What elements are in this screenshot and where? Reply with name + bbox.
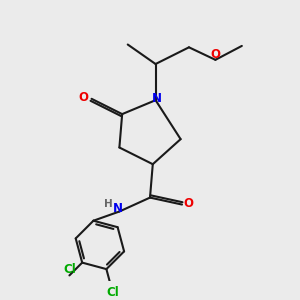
Text: O: O bbox=[210, 48, 220, 61]
Text: O: O bbox=[183, 197, 193, 210]
Text: Cl: Cl bbox=[106, 286, 119, 299]
Text: N: N bbox=[152, 92, 162, 105]
Text: N: N bbox=[113, 202, 123, 215]
Text: O: O bbox=[78, 91, 88, 104]
Text: H: H bbox=[104, 199, 113, 209]
Text: Cl: Cl bbox=[63, 263, 76, 276]
